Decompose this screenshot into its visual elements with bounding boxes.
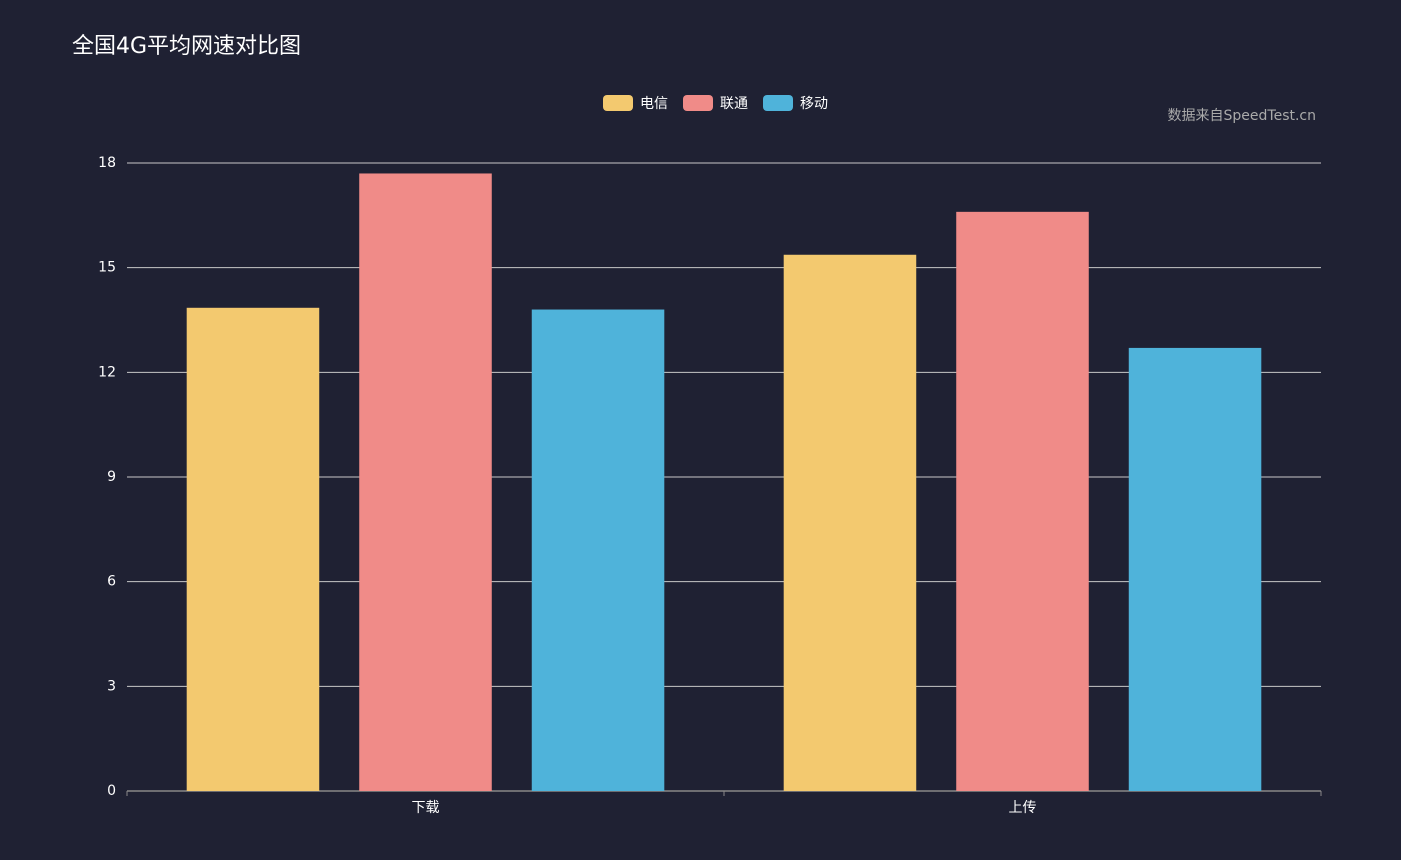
y-tick-label: 12 (98, 364, 116, 380)
y-tick-label: 15 (98, 260, 116, 276)
legend-label: 联通 (720, 96, 748, 112)
legend-label: 移动 (800, 96, 828, 112)
y-tick-label: 6 (107, 574, 116, 590)
legend-swatch (603, 95, 633, 111)
y-tick-label: 9 (107, 469, 116, 485)
y-tick-label: 18 (98, 155, 116, 171)
y-tick-label: 3 (107, 678, 116, 694)
bar (1128, 347, 1262, 791)
x-tick-label: 上传 (1009, 800, 1037, 816)
bar (956, 211, 1089, 791)
legend-swatch (763, 95, 793, 111)
bar (783, 254, 917, 791)
x-tick-label: 下载 (412, 800, 440, 816)
legend-swatch (683, 95, 713, 111)
bar (531, 309, 665, 791)
legend-label: 电信 (640, 96, 668, 112)
annotation: 数据来自SpeedTest.cn (1168, 108, 1316, 124)
chart-title: 全国4G平均网速对比图 (72, 34, 301, 59)
bar (186, 307, 320, 791)
bar (359, 173, 492, 791)
y-tick-label: 0 (107, 783, 116, 799)
